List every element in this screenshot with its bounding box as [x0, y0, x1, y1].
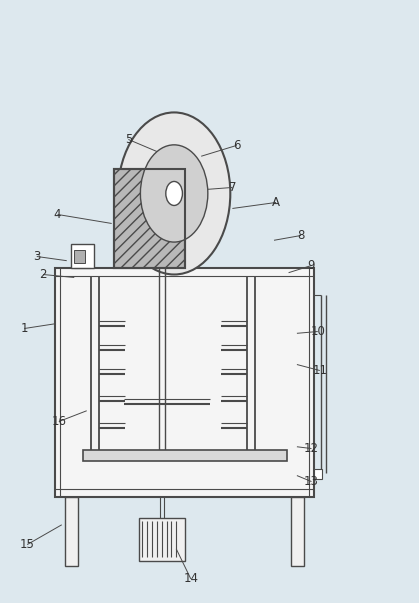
Bar	[71, 244, 94, 268]
Bar	[74, 250, 85, 263]
Text: 7: 7	[229, 181, 236, 194]
Bar	[114, 169, 184, 268]
Text: 10: 10	[310, 325, 325, 338]
Text: 4: 4	[54, 208, 61, 221]
Text: 12: 12	[304, 442, 319, 455]
Text: 6: 6	[233, 139, 241, 152]
Circle shape	[166, 182, 182, 206]
Bar	[139, 517, 184, 561]
Text: 1: 1	[21, 322, 28, 335]
Bar	[114, 169, 184, 268]
Text: 13: 13	[304, 475, 319, 488]
Text: 15: 15	[20, 538, 35, 551]
Bar	[291, 497, 304, 566]
Bar	[313, 469, 322, 479]
Circle shape	[140, 145, 208, 242]
Text: A: A	[272, 196, 280, 209]
Text: 8: 8	[297, 229, 305, 242]
Circle shape	[118, 112, 230, 274]
Text: 9: 9	[308, 259, 315, 272]
Text: 5: 5	[124, 133, 132, 146]
Text: 16: 16	[52, 415, 66, 428]
Bar	[55, 268, 313, 497]
Text: 11: 11	[312, 364, 327, 377]
Text: 3: 3	[33, 250, 41, 263]
Bar	[65, 497, 78, 566]
Bar	[83, 450, 287, 461]
Text: 2: 2	[39, 268, 47, 281]
Text: 14: 14	[183, 572, 198, 586]
